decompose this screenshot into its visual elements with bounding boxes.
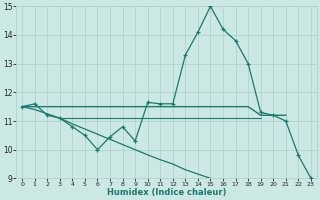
X-axis label: Humidex (Indice chaleur): Humidex (Indice chaleur) xyxy=(107,188,226,197)
